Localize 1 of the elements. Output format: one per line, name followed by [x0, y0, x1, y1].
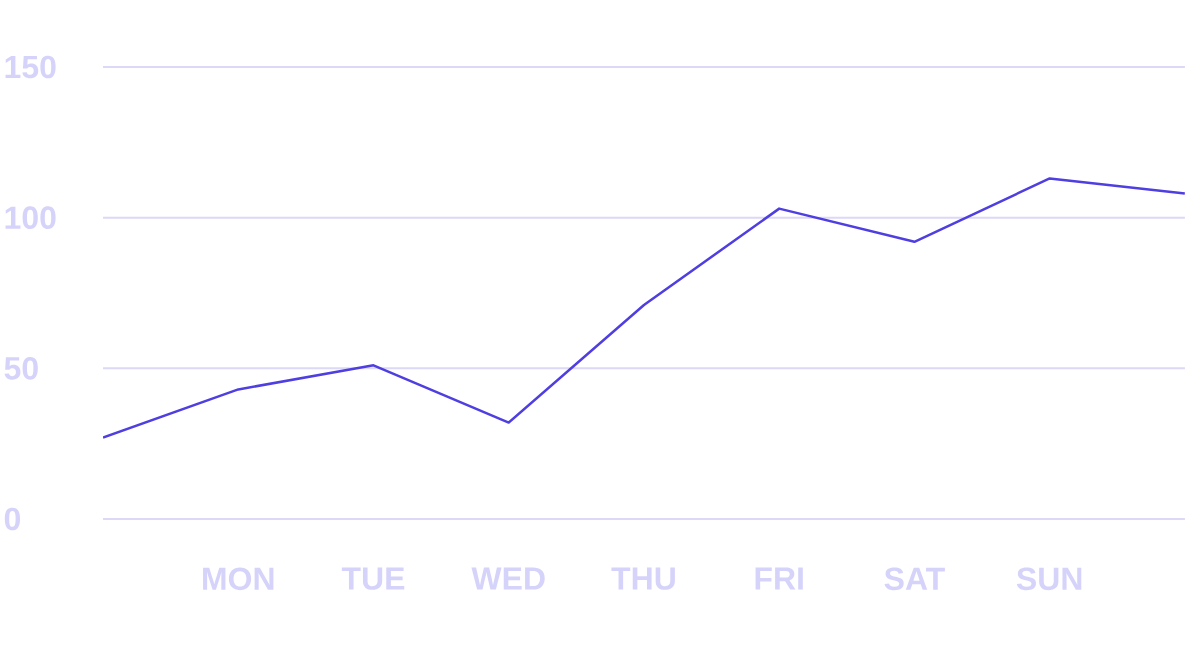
line-series	[103, 177, 1185, 439]
